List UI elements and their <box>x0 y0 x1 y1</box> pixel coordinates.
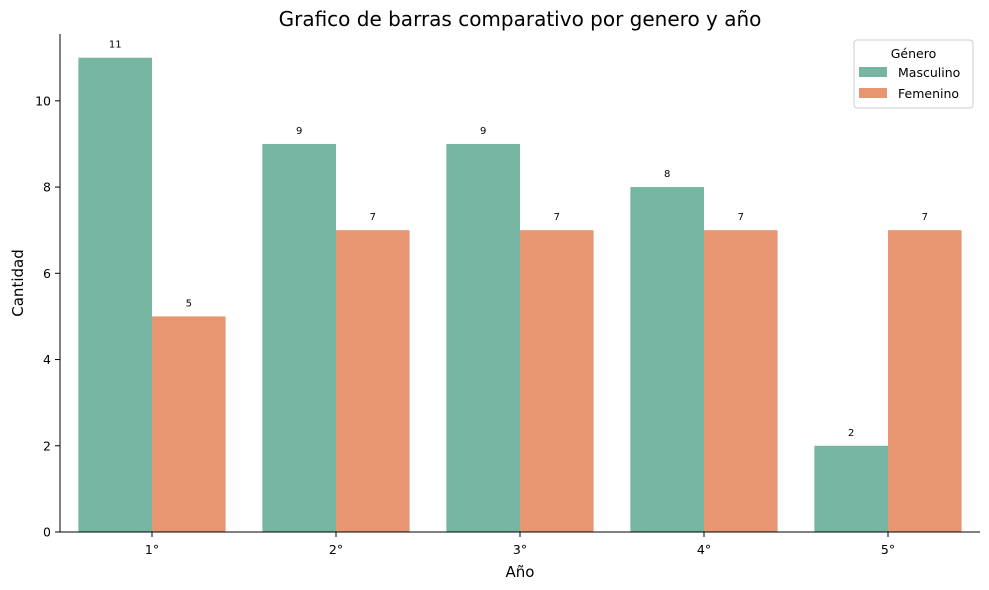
bar-femenino-1 <box>152 316 226 532</box>
legend-swatch-femenino <box>859 88 887 98</box>
bar-femenino-2 <box>336 230 410 532</box>
bar-femenino-5 <box>888 230 962 532</box>
legend: Género Masculino Femenino <box>853 39 974 109</box>
bar-femenino-3 <box>520 230 594 532</box>
x-tick-label: 5° <box>881 542 895 557</box>
data-label: 7 <box>370 212 376 223</box>
bar-masculino-4 <box>630 187 704 532</box>
data-label: 8 <box>664 169 670 180</box>
bar-masculino-2 <box>262 143 336 532</box>
data-label: 7 <box>554 212 560 223</box>
x-tick-label: 3° <box>513 542 527 557</box>
y-tick-label: 8 <box>43 180 51 195</box>
y-tick-label: 0 <box>43 525 51 540</box>
y-tick-label: 6 <box>43 266 51 281</box>
data-label: 9 <box>480 126 486 137</box>
plot-area: 11 9 9 8 2 5 7 7 7 7 0 2 4 6 8 10 1° 2° 3° 4° 5° <box>35 34 980 557</box>
data-label: 5 <box>186 298 192 309</box>
bar-masculino-1 <box>78 57 152 532</box>
chart-title: Grafico de barras comparativo por genero… <box>279 7 762 31</box>
legend-swatch-masculino <box>859 67 887 77</box>
y-tick-label: 4 <box>43 352 51 367</box>
data-label: 7 <box>738 212 744 223</box>
data-label: 7 <box>922 212 928 223</box>
x-tick-label: 1° <box>145 542 159 557</box>
x-tick-label: 4° <box>697 542 711 557</box>
y-tick-label: 2 <box>43 438 51 453</box>
bar-femenino-4 <box>704 230 778 532</box>
y-axis-label: Cantidad <box>9 249 27 316</box>
legend-label-femenino: Femenino <box>898 86 959 101</box>
x-tick-label: 2° <box>329 542 343 557</box>
x-axis-label: Año <box>506 563 535 581</box>
y-tick-label: 10 <box>35 93 51 108</box>
bar-masculino-3 <box>446 143 520 532</box>
data-label: 2 <box>848 428 854 439</box>
legend-title: Género <box>891 46 937 61</box>
bar-masculino-5 <box>814 445 888 532</box>
data-label: 11 <box>109 40 122 51</box>
legend-label-masculino: Masculino <box>898 65 960 80</box>
data-label: 9 <box>296 126 302 137</box>
